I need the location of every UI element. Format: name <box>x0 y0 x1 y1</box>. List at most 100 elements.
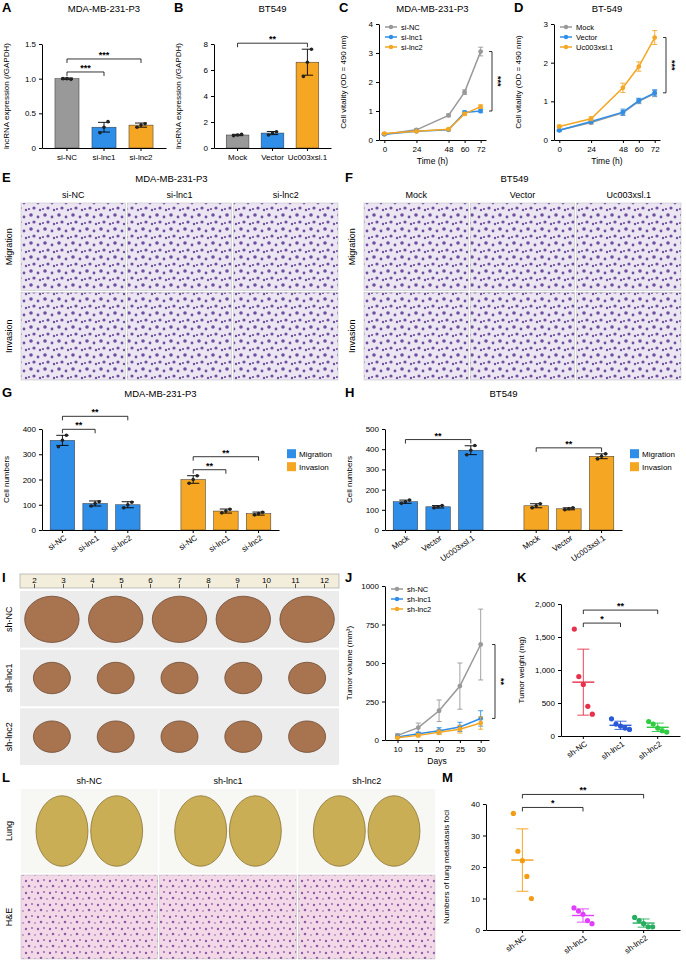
error-bar <box>620 111 625 116</box>
tick-mark <box>481 740 482 743</box>
tick: si-NC <box>57 148 77 162</box>
tick: 300 <box>23 450 42 459</box>
line <box>397 723 480 738</box>
marker <box>382 132 387 137</box>
point <box>93 502 97 506</box>
ruler-label: 4 <box>90 576 95 585</box>
legend: MockVectorUc003xsl.1 <box>560 23 613 52</box>
tick-mark <box>583 930 584 933</box>
tick-mark <box>397 740 398 743</box>
micrograph <box>470 203 574 291</box>
tick-label: 0 <box>375 526 380 535</box>
row-label: sh-lnc1 <box>4 663 14 692</box>
axis: MockVectorUc003xsl.1MockVectorUc003xsl.1 <box>386 530 623 563</box>
tick-mark <box>470 530 471 533</box>
tick-label: 0 <box>32 526 37 535</box>
tick: si-NC <box>177 530 199 552</box>
error-bar <box>636 62 641 71</box>
significance-label: * <box>551 798 555 808</box>
y-axis-title: Tumor volume (mm³) <box>345 625 354 700</box>
tick-label: 0 <box>544 136 549 145</box>
tick-mark <box>382 510 385 511</box>
error-bar <box>620 83 625 92</box>
tick-mark <box>376 82 379 83</box>
micrograph <box>364 203 468 291</box>
tick-mark <box>483 930 486 931</box>
tick-mark <box>66 148 67 151</box>
tick-mark <box>225 530 226 533</box>
error-bar <box>457 725 462 733</box>
point <box>596 457 600 461</box>
tick-label: 20 <box>435 745 444 754</box>
tick: 1 <box>369 107 379 116</box>
marker <box>446 113 451 118</box>
legend-label: Invasion <box>299 463 329 472</box>
tick: 4 <box>204 92 214 101</box>
panel-label: E <box>2 170 11 185</box>
error-bar <box>462 112 467 115</box>
line <box>397 645 480 736</box>
plot-area <box>557 31 657 133</box>
marker <box>395 735 400 740</box>
point <box>589 921 594 926</box>
bar <box>261 133 284 148</box>
point <box>102 125 106 129</box>
point <box>240 133 244 137</box>
tick-label: 0 <box>32 144 37 153</box>
tick-label: 10 <box>471 895 480 904</box>
marker <box>462 90 467 95</box>
error-bar <box>652 31 657 45</box>
tick-mark <box>551 24 554 25</box>
ruler-label: 11 <box>291 576 300 585</box>
tick-label: 1 <box>369 107 374 116</box>
tick: 30 <box>471 832 486 841</box>
tick-mark <box>536 530 537 533</box>
figure: 00.51.01.5si-NCsi-lnc1si-lnc2******MDA-M… <box>0 0 686 964</box>
tick-label: 1,500 <box>535 633 556 642</box>
legend-marker <box>564 25 568 29</box>
tick-mark <box>559 140 560 143</box>
tick-mark <box>39 44 42 45</box>
tick-mark <box>258 530 259 533</box>
tick-mark <box>460 740 461 743</box>
tick-label: 0 <box>369 136 374 145</box>
error-bar <box>437 730 442 735</box>
marker <box>621 110 626 115</box>
plot-area <box>393 444 614 530</box>
tick-mark <box>657 736 658 739</box>
tick: si-lnc2 <box>109 530 134 554</box>
tick-label: 500 <box>366 659 380 668</box>
tick-label: 0.5 <box>25 109 37 118</box>
point <box>534 504 538 508</box>
point <box>609 716 614 721</box>
tick: 20 <box>471 863 486 872</box>
legend-marker <box>389 25 393 29</box>
point <box>89 504 93 508</box>
marker <box>652 90 657 95</box>
title: BT549 <box>259 3 287 14</box>
tumor <box>280 596 334 642</box>
axis-line <box>385 587 386 741</box>
tick-mark <box>382 449 385 450</box>
panel: 0100200300400si-NCsi-lnc1si-lnc2si-NCsi-… <box>2 385 332 554</box>
axis: 05001,0001,5002,000 <box>535 600 562 741</box>
tick-label: 48 <box>445 145 454 154</box>
error-bar <box>516 829 528 891</box>
title: MDA-MB-231-P3 <box>396 3 468 14</box>
tumor <box>25 596 79 642</box>
marker <box>589 116 594 121</box>
error-bar <box>652 723 664 731</box>
marker <box>414 129 419 134</box>
marker <box>478 104 483 109</box>
point <box>191 478 195 482</box>
point <box>275 130 279 134</box>
tick-label: sh-lnc1 <box>562 933 589 955</box>
tick-label: 15 <box>414 745 423 754</box>
tick-label: sh-lnc2 <box>623 933 650 955</box>
micrograph <box>127 293 231 381</box>
tick: 0 <box>544 136 554 145</box>
marker <box>557 124 562 129</box>
error-bar <box>416 723 421 732</box>
point <box>440 504 444 508</box>
tick: 25 <box>456 740 465 754</box>
